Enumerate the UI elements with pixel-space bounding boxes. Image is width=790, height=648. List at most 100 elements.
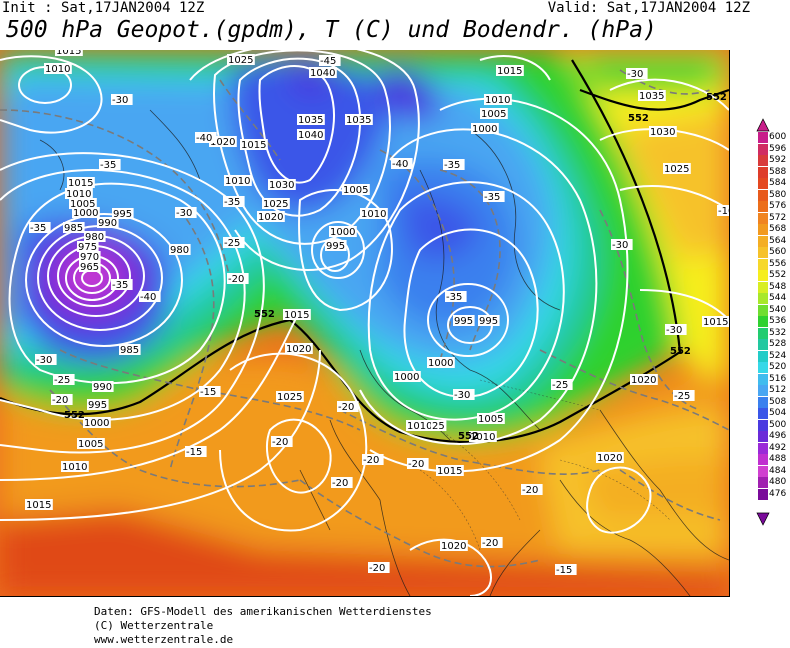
isobar-label: 1005 [77,438,105,450]
isobar-label: 1035 [297,114,325,126]
isobar-label: 970 [79,251,101,263]
isobar-label-text: 1010 [66,189,91,200]
isobar-label: 1035 [345,114,373,126]
isotherm-label-text: -30 [612,240,628,251]
isobar-label: 985 [63,222,85,234]
isobar-label-text: 995 [454,316,473,327]
scale-entry: 484 [752,465,790,477]
isobar-label-text: 1010 [485,95,510,106]
isotherm-label: -40 [139,291,161,303]
isotherm-label: -40 [195,132,217,144]
scale-swatch [758,212,768,224]
isotherm-label-text: -35 [444,160,460,171]
scale-entry: 572 [752,212,790,224]
isotherm-label-text: -15 [200,387,216,398]
isobar-label: 1040 [309,67,337,79]
scale-value: 576 [769,201,787,211]
scale-swatch [758,143,768,155]
isobar-label: 1015 [436,465,464,477]
scale-value: 592 [769,155,787,165]
weather-map[interactable]: 1015 1010 1025 1040 1015 1035 1030 1010 1005 1000… [0,50,730,597]
scale-value: 548 [769,281,787,292]
isobar-label-text: 1020 [441,541,466,552]
scale-entry: 600 [752,132,790,143]
isotherm-label: -30 [626,68,648,80]
isotherm-label: -35 [223,196,245,208]
scale-swatch [758,431,768,442]
scale-value: 560 [769,247,787,257]
scale-value: 492 [769,442,787,453]
scale-swatch [758,350,768,362]
scale-entry: 552 [752,270,790,281]
isotherm-label: -25 [223,237,245,249]
isobar-label: 1000 [393,371,421,383]
isobar-label: 1025 [227,54,255,66]
scale-swatch [758,419,768,431]
isotherm-label-text: -35 [100,160,116,171]
scale-swatch [758,488,768,500]
isobar-label: 995 [87,399,109,411]
isobar-label: 1030 [649,126,677,138]
scale-value: 572 [769,212,787,223]
isotherm-label: -25 [53,374,75,386]
scale-entry: 592 [752,155,790,166]
isotherm-label-text: -15 [186,447,202,458]
isotherm-label-text: 25 [432,421,445,432]
isotherm-label: -35 [111,279,133,291]
isotherm-label-text: -10 [718,206,729,217]
isotherm-label: -30 [35,354,57,366]
isotherm-label: -20 [362,454,384,466]
isobar-label-text: 1005 [478,414,503,425]
isobar-label: 1040 [297,129,325,141]
isotherm-label: -20 [521,484,543,496]
scale-entry: 532 [752,327,790,339]
isotherm-label: -35 [445,291,467,303]
isobar-label-text: 1010 [361,209,386,220]
scale-value: 528 [769,339,787,349]
credit-website[interactable]: www.wetterzentrale.de [94,633,234,646]
isobar-label: 1005 [480,108,508,120]
scale-entry: 564 [752,235,790,247]
isobar-label: 1000 [329,226,357,238]
isobar-label-text: 970 [80,252,99,263]
credit-source: Daten: GFS-Modell des amerikanischen Wet… [94,605,432,618]
scale-swatch [758,304,768,316]
scale-swatch [758,339,768,350]
coastlines [39,109,729,596]
isobar-label-text: 990 [93,382,112,393]
valid-time: Valid: Sat,17JAN2004 12Z [547,0,750,16]
isotherm-label-text: -15 [556,565,572,576]
isotherm-label-text: -30 [454,390,470,401]
isobar-label-text: 1020 [597,453,622,464]
isotherm-label: -45 [319,55,341,67]
isobar-label: 1010 [360,208,388,220]
isotherm-label: -15 [199,386,221,398]
scale-value: 512 [769,385,787,395]
scale-swatch [758,316,768,327]
isobar-label-text: 1015 [241,140,266,151]
isobar-label-text: 965 [80,262,99,273]
isobar-label: 1010 [469,431,497,443]
isobar-label-text: 1010 [407,421,432,432]
isotherm-label: -15 [185,446,207,458]
scale-entry: 596 [752,143,790,155]
isobar-label-text: 1005 [70,199,95,210]
isotherm-label: -35 [443,159,465,171]
isobar-label-text: 995 [326,241,345,252]
isobar-label: 1025 [276,391,304,403]
isobar-label: 1010 [224,175,252,187]
scale-swatch [758,454,768,465]
isobar-label-text: 1025 [277,392,302,403]
scale-swatch [758,385,768,396]
scale-entry: 492 [752,442,790,454]
isobar-label-text: 980 [85,232,104,243]
contour-552-label: 552 [706,92,727,103]
isobar-label-text: 1000 [394,372,419,383]
scale-swatch [758,327,768,339]
scale-swatch [758,281,768,293]
isobar-label: 1020 [257,211,285,223]
contour-552-label: 552 [458,431,479,442]
isotherm-label: -20 [337,401,359,413]
